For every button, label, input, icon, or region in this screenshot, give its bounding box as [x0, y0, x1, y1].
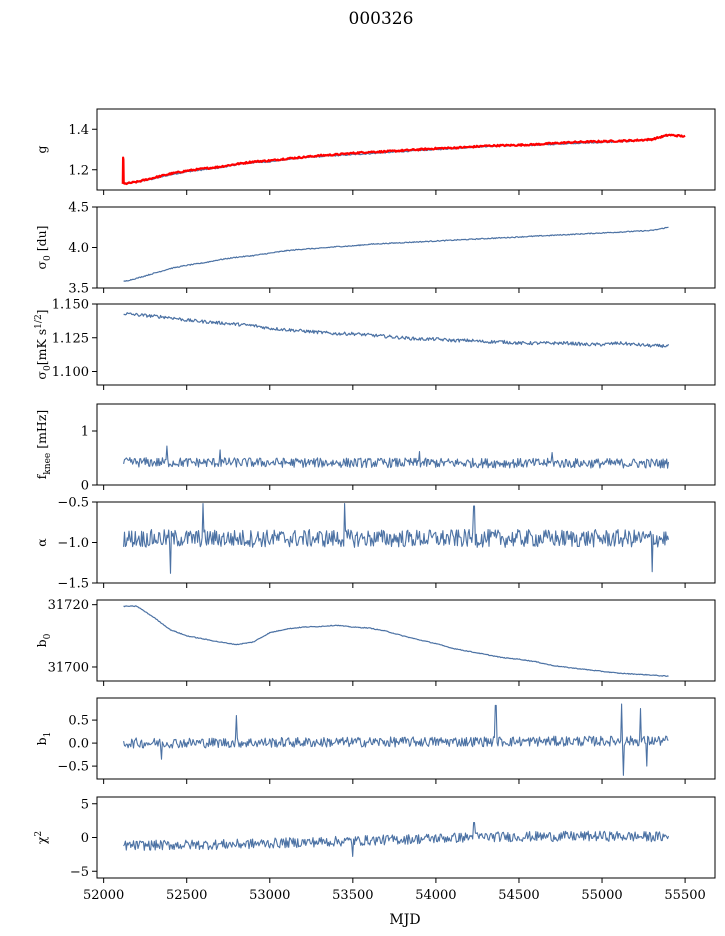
- series-line-1-3: [121, 156, 126, 185]
- axes-frame: [96, 206, 716, 289]
- axes-frame: [96, 108, 716, 191]
- panel-4: 0 1 fknee [mHz]: [34, 403, 716, 494]
- y-tick-label: 1: [81, 425, 89, 440]
- panel-6: 31700 31720 b0: [34, 598, 716, 686]
- axes-frame: [96, 303, 716, 386]
- y-tick-label: 4.5: [68, 201, 89, 216]
- figure-title: 000326: [349, 9, 414, 29]
- panel-1: 1.2 1.4 g: [34, 108, 716, 195]
- series-line-2-1: [123, 226, 669, 282]
- y-axis-label: σ0[mK s1/2]: [34, 309, 53, 379]
- y-axis-label: σ0 [du]: [34, 225, 53, 269]
- x-tick-label: 52000: [83, 888, 124, 903]
- x-tick-label: 54500: [498, 888, 539, 903]
- x-tick-label: 55500: [664, 888, 705, 903]
- x-tick-label: 54000: [415, 888, 456, 903]
- y-axis-label: b1: [34, 732, 53, 746]
- y-tick-label: 0: [81, 479, 89, 494]
- series-line-3-1: [123, 312, 670, 349]
- axes-frame: [96, 599, 716, 682]
- x-tick-label: 55000: [581, 888, 622, 903]
- x-tick-label: 53000: [249, 888, 290, 903]
- y-axis-label: χ2: [34, 831, 49, 844]
- y-tick-label: −5: [70, 865, 89, 880]
- panel-2: 3.5 4.0 4.5 σ0 [du]: [34, 201, 716, 297]
- y-axis-label: fknee [mHz]: [34, 410, 53, 480]
- axes-frame: [96, 697, 716, 780]
- panel-8: −5 0 5 52000 52500 53000 53500 54000 54500 55000 5…: [34, 796, 716, 903]
- y-axis-label: α: [34, 538, 49, 547]
- y-tick-label: −1.5: [57, 577, 89, 592]
- y-tick-label: 0.5: [68, 714, 89, 729]
- y-tick-label: 4.0: [68, 241, 89, 256]
- y-tick-label: 31720: [48, 598, 89, 613]
- y-tick-label: 1.100: [52, 365, 89, 380]
- series-line-6-1: [123, 605, 669, 677]
- x-tick-label: 52500: [166, 888, 207, 903]
- y-tick-label: 0: [81, 831, 89, 846]
- series-line-7-1: [123, 703, 669, 776]
- series-line-8-1: [123, 822, 670, 857]
- axes-frame: [96, 403, 716, 486]
- y-tick-label: 1.4: [68, 123, 89, 138]
- y-tick-label: 1.150: [52, 298, 89, 313]
- y-tick-label: 5: [81, 797, 89, 812]
- series-line-1-2: [123, 133, 686, 186]
- x-axis-label: MJD: [389, 912, 420, 928]
- panels: 1.2 1.4 g 3.5 4.0 4.5 σ0 [du] 1.100 1.125 1.150σ0…: [34, 108, 716, 903]
- y-tick-label: −0.5: [57, 496, 89, 511]
- y-tick-label: −1.0: [57, 536, 89, 551]
- series-line-5-1: [123, 503, 670, 574]
- y-tick-label: 31700: [48, 660, 89, 675]
- series-line-4-1: [123, 445, 670, 469]
- y-tick-label: 0.0: [68, 737, 89, 752]
- y-tick-label: 1.2: [68, 163, 89, 178]
- y-tick-label: 3.5: [68, 282, 89, 297]
- y-tick-label: 1.125: [52, 331, 89, 346]
- y-axis-label: b0: [34, 633, 53, 647]
- panel-5: −1.5 −1.0 −0.5 α: [34, 496, 716, 592]
- panel-7: −0.5 0.0 0.5 b1: [34, 697, 716, 784]
- y-tick-label: −0.5: [57, 760, 89, 775]
- x-tick-label: 53500: [332, 888, 373, 903]
- y-axis-label: g: [34, 145, 49, 153]
